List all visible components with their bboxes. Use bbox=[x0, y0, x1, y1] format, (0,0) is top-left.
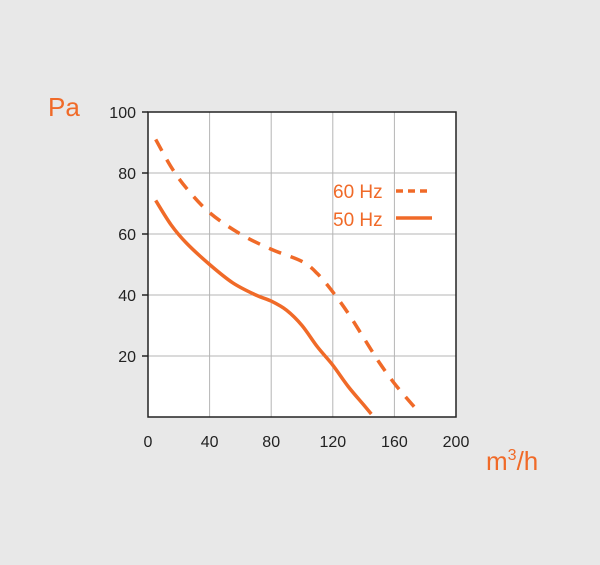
legend-label-60hz: 60 Hz bbox=[333, 182, 383, 203]
x-tick-label: 40 bbox=[201, 434, 219, 451]
y-tick-label: 40 bbox=[118, 288, 136, 305]
series-line-60hz bbox=[154, 138, 422, 416]
legend-label-50hz: 50 Hz bbox=[333, 210, 383, 231]
plot-frame bbox=[147, 111, 457, 418]
y-axis-label: Pa bbox=[48, 92, 80, 122]
x-tick-label: 120 bbox=[319, 434, 346, 451]
x-tick-label: 200 bbox=[443, 434, 470, 451]
x-axis-label-sup: 3 bbox=[508, 447, 517, 464]
legend: 60 Hz 50 Hz bbox=[333, 182, 432, 231]
x-tick-label: 0 bbox=[144, 434, 153, 451]
grid bbox=[148, 112, 456, 417]
x-axis-label: m3/h bbox=[486, 446, 538, 476]
series-layer bbox=[154, 138, 422, 416]
x-tick-label: 80 bbox=[262, 434, 280, 451]
x-axis-label-tail: /h bbox=[517, 446, 539, 476]
tick-labels: 0 40 80 120 160 200 20 40 60 80 100 bbox=[109, 105, 469, 451]
x-tick-label: 160 bbox=[381, 434, 408, 451]
x-axis-label-base: m bbox=[486, 446, 508, 476]
y-tick-label: 20 bbox=[118, 349, 136, 366]
plot-area bbox=[148, 112, 456, 417]
y-tick-label: 80 bbox=[118, 166, 136, 183]
y-tick-label: 100 bbox=[109, 105, 136, 122]
y-tick-label: 60 bbox=[118, 227, 136, 244]
series-line-50hz bbox=[154, 199, 373, 416]
